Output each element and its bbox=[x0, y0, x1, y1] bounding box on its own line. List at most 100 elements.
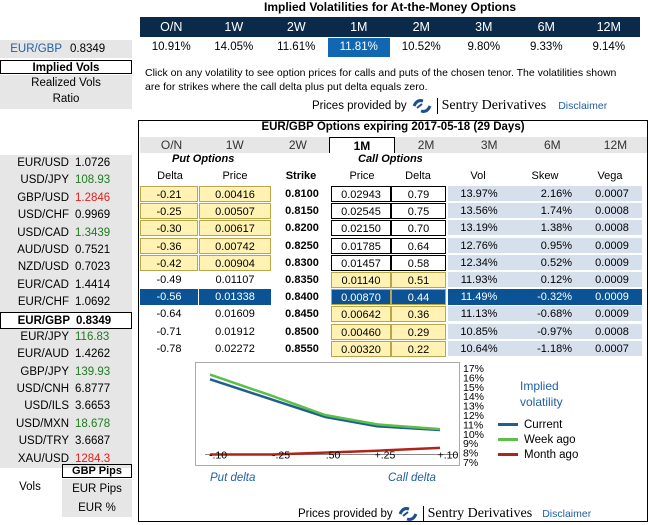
option-cell-skew[interactable]: -0.68% bbox=[510, 306, 582, 323]
option-cell-put-price[interactable]: 0.01609 bbox=[215, 308, 255, 321]
top-disclaimer-link[interactable]: Disclaimer bbox=[558, 100, 608, 112]
option-cell-call-delta[interactable]: 0.64 bbox=[391, 237, 446, 254]
option-cell-skew[interactable]: 0.52% bbox=[510, 254, 582, 271]
option-cell-put-price[interactable]: 0.01338 bbox=[199, 289, 271, 306]
fx-row[interactable]: USD/MXN 18.678 bbox=[0, 415, 132, 434]
tab-6m[interactable]: 6M bbox=[543, 138, 561, 152]
option-cell-vol[interactable]: 13.56% bbox=[448, 203, 510, 220]
option-cell-vol[interactable]: 11.49% bbox=[448, 289, 510, 306]
sentry-logo[interactable]: Sentry Derivatives bbox=[397, 506, 532, 522]
option-cell-strike[interactable]: 0.8350 bbox=[276, 272, 328, 288]
option-cell-put-price[interactable]: 0.00617 bbox=[199, 220, 271, 237]
top-tenor-4[interactable]: 2M bbox=[412, 20, 430, 34]
ratio-button[interactable]: Ratio bbox=[52, 93, 80, 105]
tab-2w[interactable]: 2W bbox=[288, 138, 307, 152]
fx-row[interactable]: USD/CHF 0.9969 bbox=[0, 207, 132, 225]
fx-row[interactable]: EUR/USD 1.0726 bbox=[0, 155, 132, 173]
sentry-logo[interactable]: Sentry Derivatives bbox=[411, 98, 546, 114]
implied-vols-button[interactable]: Implied Vols bbox=[0, 60, 132, 74]
option-cell-put-price[interactable]: 0.01107 bbox=[215, 274, 255, 286]
option-cell-skew[interactable]: 2.16% bbox=[510, 186, 582, 202]
option-cell-call-price[interactable]: 0.02150 bbox=[331, 220, 391, 237]
option-cell-put-price[interactable]: 0.02272 bbox=[215, 342, 255, 355]
option-cell-call-price[interactable]: 0.01457 bbox=[331, 254, 391, 271]
option-cell-vega[interactable]: 0.0007 bbox=[582, 340, 642, 357]
option-cell-skew[interactable]: 1.74% bbox=[510, 203, 582, 220]
option-cell-put-delta[interactable]: -0.49 bbox=[156, 274, 182, 286]
option-cell-vol[interactable]: 11.93% bbox=[448, 272, 510, 288]
fx-row[interactable]: NZD/USD 0.7023 bbox=[0, 259, 132, 277]
option-cell-put-delta[interactable]: -0.25 bbox=[140, 203, 198, 220]
fx-row[interactable]: XAU/USD 1284.3 bbox=[0, 450, 132, 469]
bottom-disclaimer-link[interactable]: Disclaimer bbox=[542, 508, 592, 520]
top-tenor-6[interactable]: 6M bbox=[537, 20, 555, 34]
fx-row[interactable]: USD/CAD 1.3439 bbox=[0, 224, 132, 242]
option-cell-strike[interactable]: 0.8150 bbox=[276, 203, 328, 220]
top-vol-value[interactable]: 9.80% bbox=[467, 41, 501, 53]
option-cell-put-price[interactable]: 0.00742 bbox=[199, 237, 271, 254]
option-cell-put-delta[interactable]: -0.71 bbox=[156, 325, 182, 338]
option-cell-vol[interactable]: 10.85% bbox=[448, 323, 510, 340]
fx-row[interactable]: USD/JPY 108.93 bbox=[0, 172, 132, 190]
option-cell-call-price[interactable]: 0.02943 bbox=[331, 186, 391, 202]
fx-row[interactable]: EUR/GBP 0.8349 bbox=[0, 311, 132, 329]
option-cell-put-delta[interactable]: -0.42 bbox=[140, 254, 198, 271]
option-cell-put-price[interactable]: 0.01912 bbox=[215, 325, 255, 338]
option-cell-vega[interactable]: 0.0009 bbox=[582, 254, 642, 271]
fx-row[interactable]: EUR/CAD 1.4414 bbox=[0, 276, 132, 295]
tab-3m[interactable]: 3M bbox=[480, 138, 498, 152]
top-tenor-7[interactable]: 12M bbox=[596, 20, 621, 34]
option-cell-put-delta[interactable]: -0.21 bbox=[140, 186, 198, 202]
top-tenor-2[interactable]: 2W bbox=[286, 20, 306, 34]
fx-row[interactable]: EUR/JPY 116.83 bbox=[0, 328, 132, 347]
realized-vols-button[interactable]: Realized Vols bbox=[31, 77, 101, 89]
option-cell-strike[interactable]: 0.8250 bbox=[276, 237, 328, 254]
top-tenor-0[interactable]: O/N bbox=[160, 20, 183, 34]
eur-pips-button[interactable]: EUR Pips bbox=[62, 479, 132, 499]
tab-on[interactable]: O/N bbox=[160, 138, 183, 152]
option-cell-vol[interactable]: 12.34% bbox=[448, 254, 510, 271]
top-vol-value[interactable]: 11.61% bbox=[277, 41, 316, 53]
option-cell-strike[interactable]: 0.8500 bbox=[276, 323, 328, 340]
top-tenor-3[interactable]: 1M bbox=[350, 20, 368, 34]
option-cell-call-delta[interactable]: 0.29 bbox=[391, 323, 446, 340]
option-cell-call-delta[interactable]: 0.75 bbox=[391, 203, 446, 220]
option-cell-vol[interactable]: 10.64% bbox=[448, 340, 510, 357]
option-cell-strike[interactable]: 0.8100 bbox=[276, 186, 328, 202]
option-cell-strike[interactable]: 0.8400 bbox=[276, 289, 328, 306]
option-cell-put-delta[interactable]: -0.64 bbox=[156, 308, 182, 321]
option-cell-vega[interactable]: 0.0008 bbox=[582, 323, 642, 340]
option-cell-vega[interactable]: 0.0009 bbox=[582, 306, 642, 323]
option-cell-vega[interactable]: 0.0007 bbox=[582, 186, 642, 202]
option-cell-put-price[interactable]: 0.00507 bbox=[199, 203, 271, 220]
option-cell-strike[interactable]: 0.8200 bbox=[276, 220, 328, 237]
option-cell-skew[interactable]: 1.38% bbox=[510, 220, 582, 237]
fx-row[interactable]: USD/TRY 3.6687 bbox=[0, 433, 132, 451]
top-tenor-1[interactable]: 1W bbox=[224, 20, 244, 34]
gbp-pips-button[interactable]: GBP Pips bbox=[62, 464, 132, 478]
top-vol-value[interactable]: 9.33% bbox=[529, 41, 563, 53]
top-vol-value[interactable]: 11.81% bbox=[327, 38, 390, 57]
option-cell-call-price[interactable]: 0.00870 bbox=[331, 289, 391, 306]
top-tenor-5[interactable]: 3M bbox=[475, 20, 493, 34]
option-cell-vega[interactable]: 0.0009 bbox=[582, 272, 642, 288]
option-cell-skew[interactable]: -1.18% bbox=[510, 340, 582, 357]
option-cell-vol[interactable]: 13.97% bbox=[448, 186, 510, 202]
option-cell-put-delta[interactable]: -0.56 bbox=[140, 289, 198, 306]
option-cell-vega[interactable]: 0.0009 bbox=[582, 237, 642, 254]
option-cell-vega[interactable]: 0.0009 bbox=[582, 289, 642, 306]
tab-1w[interactable]: 1W bbox=[225, 138, 244, 152]
tab-1m[interactable]: 1M bbox=[329, 137, 395, 153]
tab-12m[interactable]: 12M bbox=[603, 138, 628, 152]
option-cell-vol[interactable]: 13.19% bbox=[448, 220, 510, 237]
option-cell-vol[interactable]: 12.76% bbox=[448, 237, 510, 254]
option-cell-call-delta[interactable]: 0.22 bbox=[391, 340, 446, 357]
eur-percent-button[interactable]: EUR % bbox=[62, 499, 132, 517]
top-vol-value[interactable]: 14.05% bbox=[214, 41, 254, 53]
option-cell-call-price[interactable]: 0.00460 bbox=[331, 323, 391, 340]
option-cell-put-price[interactable]: 0.00904 bbox=[199, 254, 271, 271]
fx-row[interactable]: AUD/USD 0.7521 bbox=[0, 241, 132, 260]
option-cell-call-delta[interactable]: 0.70 bbox=[391, 220, 446, 237]
option-cell-vega[interactable]: 0.0008 bbox=[582, 203, 642, 220]
tab-2m[interactable]: 2M bbox=[417, 138, 435, 152]
